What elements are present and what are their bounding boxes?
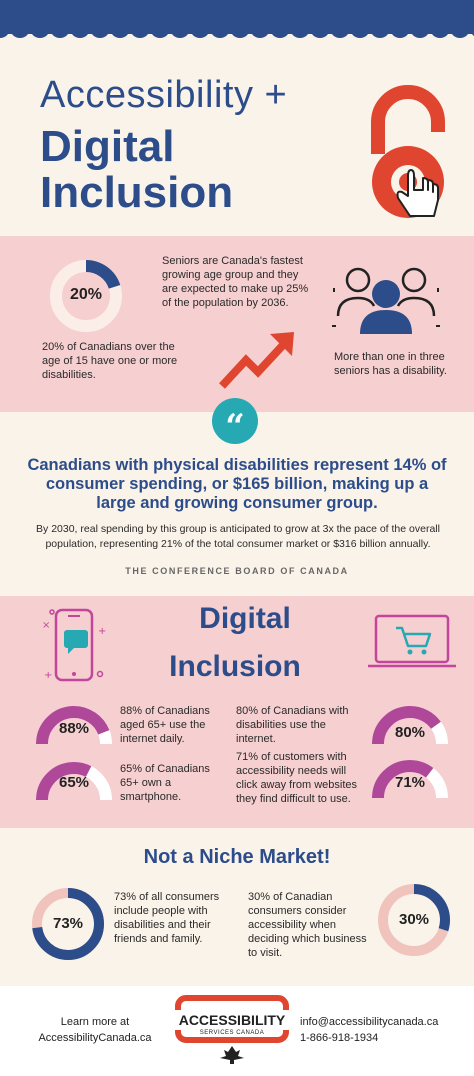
digital-inclusion-title-line2: Inclusion <box>169 650 301 683</box>
footer-contact: info@accessibilitycanada.ca 1-866-918-19… <box>300 1014 470 1046</box>
pointing-hand-icon <box>396 169 439 217</box>
disabled-internet-text: 80% of Canadians with disabilities use t… <box>236 705 349 745</box>
internet-daily-percent: 88% <box>58 720 90 737</box>
page-title-digital: Digital <box>40 122 175 171</box>
page-title-line2: Digital Inclusion <box>40 124 233 216</box>
accessibility-consider-text: 30% of Canadian consumers consider acces… <box>248 891 367 959</box>
logo-frame <box>170 995 294 1064</box>
open-lock-icon <box>371 85 445 218</box>
page-title-line1: Accessibility + <box>40 74 288 116</box>
accessibility-consider-donut <box>378 884 450 956</box>
smartphone-text: 65% of Canadians 65+ own a smartphone. <box>120 763 210 803</box>
disability-donut <box>50 260 122 332</box>
email-link[interactable]: info@accessibilitycanada.ca <box>300 1016 439 1028</box>
svg-text:×: × <box>42 620 50 631</box>
phone-number[interactable]: 1-866-918-1934 <box>300 1032 379 1044</box>
consumers-donut <box>32 888 104 960</box>
svg-text:+: + <box>44 670 52 681</box>
logo-wordmark: ACCESSIBILITY <box>178 1012 286 1028</box>
click-away-text: 71% of customers with accessibility need… <box>236 751 358 805</box>
quote-body: By 2030, real spending by this group is … <box>36 523 440 550</box>
website-link[interactable]: AccessibilityCanada.ca <box>38 1032 152 1044</box>
click-away-percent: 71% <box>394 774 426 791</box>
smartphone-icon: × + + <box>42 608 106 682</box>
digital-inclusion-title-line1: Digital <box>199 602 291 635</box>
smartphone-percent: 65% <box>58 774 90 791</box>
disability-text: 20% of Canadians over the age of 15 have… <box>42 341 178 381</box>
accessibility-consider-percent: 30% <box>398 911 430 928</box>
click-away-gauge <box>372 760 448 799</box>
footer-learn-more: Learn more at AccessibilityCanada.ca <box>20 1014 170 1046</box>
disabled-internet-percent: 80% <box>394 724 426 741</box>
quote-headline: Canadians with physical disabilities rep… <box>27 456 447 512</box>
scallop-edge <box>0 22 474 38</box>
quote-source: THE CONFERENCE BOARD OF CANADA <box>125 566 349 576</box>
logo-subtitle: SERVICES CANADA <box>199 1030 265 1036</box>
internet-daily-gauge <box>36 706 112 745</box>
disability-percent-label: 20% <box>69 286 103 303</box>
niche-market-title: Not a Niche Market! <box>143 846 331 868</box>
internet-daily-text: 88% of Canadians aged 65+ use the intern… <box>120 705 210 745</box>
consumers-percent: 73% <box>52 915 84 932</box>
consumers-text: 73% of all consumers include people with… <box>114 891 220 945</box>
people-group-icon <box>332 267 440 334</box>
svg-text:+: + <box>98 626 106 637</box>
disabled-internet-gauge <box>372 706 448 745</box>
seniors-disability-text: More than one in three seniors has a dis… <box>334 351 447 377</box>
quotation-mark-icon: “ <box>212 398 258 447</box>
trending-up-arrow-icon <box>219 332 294 389</box>
laptop-shopping-cart-icon <box>368 614 456 668</box>
seniors-growth-text: Seniors are Canada's fastest growing age… <box>162 255 309 309</box>
accessibility-services-logo: ACCESSIBILITY SERVICES CANADA <box>170 994 294 1064</box>
smartphone-gauge <box>36 762 112 801</box>
page-title-inclusion: Inclusion <box>40 168 234 217</box>
learn-more-label: Learn more at <box>60 1016 130 1028</box>
